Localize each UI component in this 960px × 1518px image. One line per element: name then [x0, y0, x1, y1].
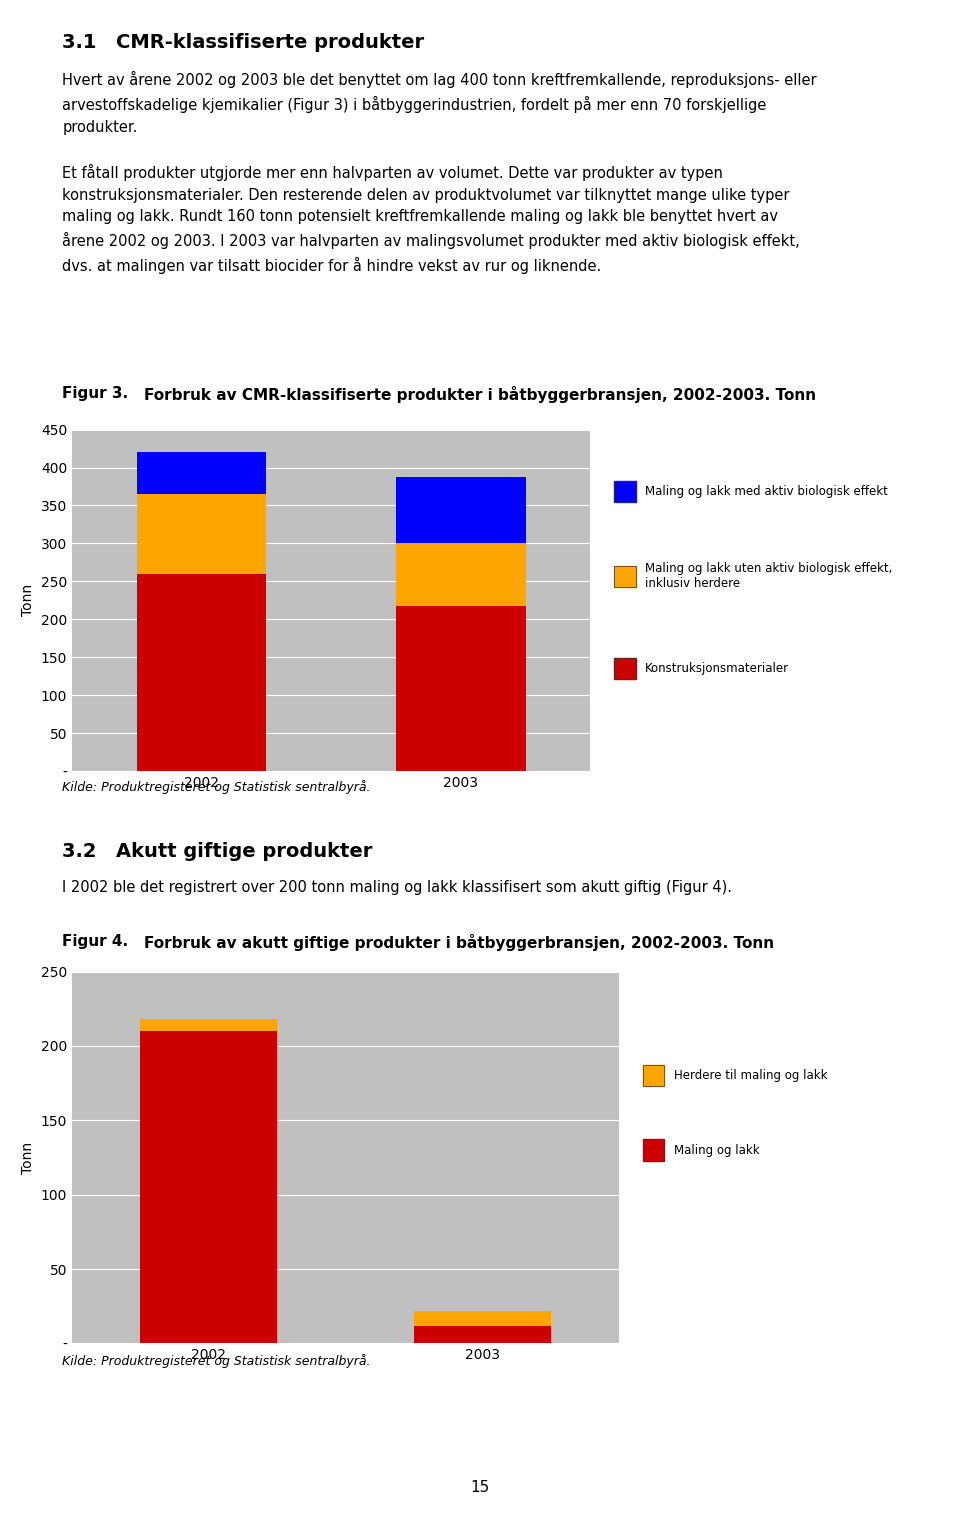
- Text: Kilde: Produktregisteret og Statistisk sentralbyrå.: Kilde: Produktregisteret og Statistisk s…: [62, 1354, 371, 1368]
- Text: Maling og lakk: Maling og lakk: [674, 1143, 759, 1157]
- Bar: [414, 1310, 551, 1325]
- Y-axis label: Tonn: Tonn: [21, 584, 36, 616]
- Text: Hvert av årene 2002 og 2003 ble det benyttet om lag 400 tonn kreftfremkallende, : Hvert av årene 2002 og 2003 ble det beny…: [62, 71, 817, 273]
- Text: Maling og lakk uten aktiv biologisk effekt,
inklusiv herdere: Maling og lakk uten aktiv biologisk effe…: [645, 563, 893, 591]
- Text: Herdere til maling og lakk: Herdere til maling og lakk: [674, 1069, 828, 1082]
- Y-axis label: Tonn: Tonn: [21, 1142, 36, 1173]
- Text: 3.1 CMR-klassifiserte produkter: 3.1 CMR-klassifiserte produkter: [62, 33, 424, 53]
- Text: Maling og lakk med aktiv biologisk effekt: Maling og lakk med aktiv biologisk effek…: [645, 484, 888, 498]
- Bar: [137, 574, 266, 771]
- Bar: [396, 606, 526, 771]
- Bar: [140, 1031, 277, 1343]
- Bar: [396, 543, 526, 606]
- Text: Forbruk av akutt giftige produkter i båtbyggerbransjen, 2002-2003. Tonn: Forbruk av akutt giftige produkter i båt…: [144, 934, 774, 950]
- Bar: [414, 1325, 551, 1343]
- Bar: [137, 495, 266, 574]
- Text: Figur 3.: Figur 3.: [62, 386, 129, 401]
- Bar: [396, 477, 526, 543]
- Text: 3.2 Akutt giftige produkter: 3.2 Akutt giftige produkter: [62, 842, 372, 862]
- Text: Figur 4.: Figur 4.: [62, 934, 129, 949]
- Bar: [137, 452, 266, 495]
- Text: Forbruk av CMR-klassifiserte produkter i båtbyggerbransjen, 2002-2003. Tonn: Forbruk av CMR-klassifiserte produkter i…: [144, 386, 816, 402]
- Text: Kilde: Produktregisteret og Statistisk sentralbyrå.: Kilde: Produktregisteret og Statistisk s…: [62, 780, 371, 794]
- Text: I 2002 ble det registrert over 200 tonn maling og lakk klassifisert som akutt gi: I 2002 ble det registrert over 200 tonn …: [62, 880, 732, 896]
- Text: 15: 15: [470, 1480, 490, 1495]
- Text: Konstruksjonsmaterialer: Konstruksjonsmaterialer: [645, 662, 789, 676]
- Bar: [140, 1019, 277, 1031]
